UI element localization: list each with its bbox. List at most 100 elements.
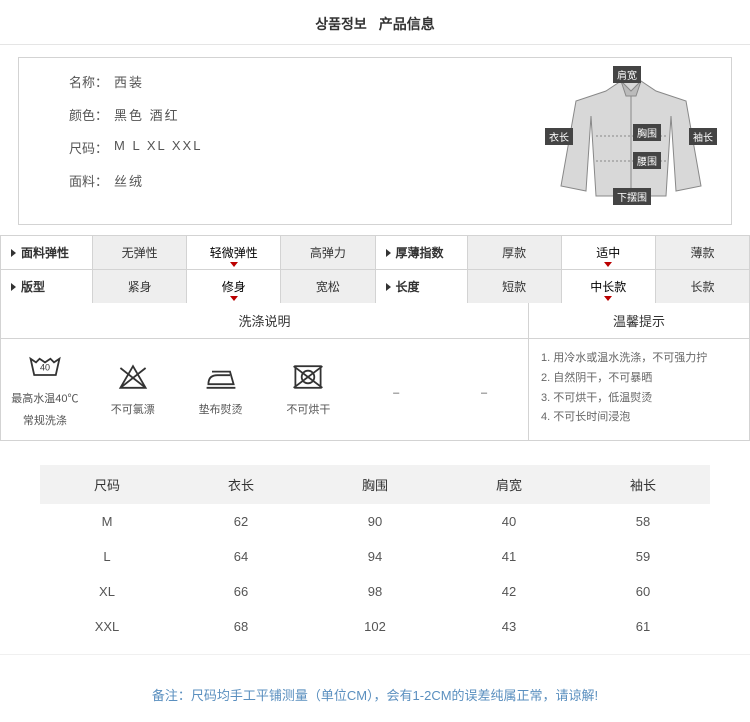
wash-icons-row: 40 最高水温40℃ 常规洗涤 不可氯漂 垫布熨烫 不可烘干 – – <box>1 339 528 440</box>
tag-chest: 胸围 <box>633 124 661 141</box>
attr-opt: 薄款 <box>656 236 750 269</box>
label-color: 颜色： <box>69 105 108 124</box>
table-cell: 90 <box>308 514 442 529</box>
table-header-cell: 肩宽 <box>442 475 576 494</box>
table-cell: M <box>40 514 174 529</box>
table-cell: 43 <box>442 619 576 634</box>
attr-opt: 中长款 <box>562 270 656 303</box>
tag-length: 衣长 <box>545 128 573 145</box>
table-cell: 40 <box>442 514 576 529</box>
tips-section: 温馨提示 1. 用冷水或温水洗涤，不可强力拧2. 自然阴干，不可暴晒3. 不可烘… <box>529 303 749 440</box>
value-fabric: 丝绒 <box>114 171 144 190</box>
basic-info-box: 名称： 西装 颜色： 黑色 酒红 尺码： M L XL XXL 面料： 丝绒 <box>18 57 732 225</box>
table-cell: 41 <box>442 549 576 564</box>
attr-opt: 高弹力 <box>281 236 375 269</box>
attr-opt: 短款 <box>468 270 562 303</box>
title-kr: 상품정보 <box>315 16 367 32</box>
wash-label: 最高水温40℃ <box>11 390 78 406</box>
wash-label: 不可烘干 <box>286 401 330 417</box>
wash40-icon: 40 <box>27 351 63 384</box>
wash-tips-row: 洗涤说明 40 最高水温40℃ 常规洗涤 不可氯漂 垫布熨烫 不可烘干 – – 温馨提示 1.… <box>0 303 750 441</box>
attr-opt: 轻微弹性 <box>187 236 281 269</box>
wash-item: – <box>440 339 528 440</box>
tips-list: 1. 用冷水或温水洗涤，不可强力拧2. 自然阴干，不可暴晒3. 不可烘干，低温熨… <box>529 339 749 438</box>
tag-waist: 腰围 <box>633 152 661 169</box>
table-cell: 59 <box>576 549 710 564</box>
title-cn: 产品信息 <box>379 16 435 32</box>
label-fabric: 面料： <box>69 171 108 190</box>
tip-line: 1. 用冷水或温水洗涤，不可强力拧 <box>541 349 737 369</box>
table-header-cell: 胸围 <box>308 475 442 494</box>
wash-item: 垫布熨烫 <box>177 339 265 440</box>
label-name: 名称： <box>69 72 108 91</box>
attr-head-length: 长度 <box>376 270 468 303</box>
footnote: 备注：尺码均手工平铺测量（单位CM），会有1-2CM的误差纯属正常，请谅解! <box>0 654 750 722</box>
table-cell: 61 <box>576 619 710 634</box>
info-row-name: 名称： 西装 <box>69 72 531 91</box>
attr-opt: 适中 <box>562 236 656 269</box>
table-cell: 42 <box>442 584 576 599</box>
table-header-row: 尺码衣长胸围肩宽袖长 <box>40 465 710 504</box>
info-row-color: 颜色： 黑色 酒红 <box>69 105 531 124</box>
table-cell: XL <box>40 584 174 599</box>
table-row: L64944159 <box>40 539 710 574</box>
tag-hem: 下摆围 <box>613 188 651 205</box>
table-cell: 58 <box>576 514 710 529</box>
attr-opt: 长款 <box>656 270 750 303</box>
table-cell: XXL <box>40 619 174 634</box>
measurement-diagram: 肩宽 衣长 胸围 腰围 下摆围 袖长 <box>531 58 731 224</box>
tag-sleeve: 袖长 <box>689 128 717 145</box>
attr-opt: 无弹性 <box>93 236 187 269</box>
table-header-cell: 衣长 <box>174 475 308 494</box>
wash-section: 洗涤说明 40 最高水温40℃ 常规洗涤 不可氯漂 垫布熨烫 不可烘干 – – <box>1 303 529 440</box>
attr-opt: 宽松 <box>281 270 375 303</box>
table-cell: L <box>40 549 174 564</box>
table-cell: 98 <box>308 584 442 599</box>
table-row: M62904058 <box>40 504 710 539</box>
tag-shoulder: 肩宽 <box>613 66 641 83</box>
tip-line: 4. 不可长时间浸泡 <box>541 408 737 428</box>
wash-item: 40 最高水温40℃ 常规洗涤 <box>1 339 89 440</box>
label-size: 尺码： <box>69 138 108 157</box>
value-color: 黑色 酒红 <box>114 105 180 124</box>
table-cell: 68 <box>174 619 308 634</box>
nobleach-icon <box>115 362 151 395</box>
attr-opt: 紧身 <box>93 270 187 303</box>
table-row: XL66984260 <box>40 574 710 609</box>
value-name: 西装 <box>114 72 144 91</box>
table-header-cell: 尺码 <box>40 475 174 494</box>
wash-label: 不可氯漂 <box>111 401 155 417</box>
notumble-icon <box>290 362 326 395</box>
table-cell: 94 <box>308 549 442 564</box>
attr-opt: 厚款 <box>468 236 562 269</box>
table-header-cell: 袖长 <box>576 475 710 494</box>
page-title: 상품정보 产品信息 <box>0 0 750 45</box>
tip-line: 3. 不可烘干，低温熨烫 <box>541 389 737 409</box>
attr-head-fit: 版型 <box>1 270 93 303</box>
wash-label: – <box>393 387 399 399</box>
size-table: 尺码衣长胸围肩宽袖长M62904058L64944159XL66984260XX… <box>40 465 710 644</box>
info-row-fabric: 面料： 丝绒 <box>69 171 531 190</box>
table-cell: 60 <box>576 584 710 599</box>
wash-item: – <box>352 339 440 440</box>
wash-label2: 常规洗涤 <box>23 412 67 428</box>
svg-text:40: 40 <box>40 363 50 373</box>
table-row: XXL681024361 <box>40 609 710 644</box>
wash-label: – <box>481 387 487 399</box>
tip-line: 2. 自然阴干，不可暴晒 <box>541 369 737 389</box>
table-cell: 62 <box>174 514 308 529</box>
info-row-size: 尺码： M L XL XXL <box>69 138 531 157</box>
table-cell: 64 <box>174 549 308 564</box>
table-cell: 102 <box>308 619 442 634</box>
wash-label: 垫布熨烫 <box>199 401 243 417</box>
wash-title: 洗涤说明 <box>1 303 528 339</box>
attr-head-thickness: 厚薄指数 <box>376 236 468 269</box>
iron-icon <box>203 362 239 395</box>
tips-title: 温馨提示 <box>529 303 749 339</box>
attr-strip-fit: 版型 紧身 修身 宽松 长度 短款 中长款 长款 <box>0 269 750 303</box>
attr-strip-elasticity: 面料弹性 无弹性 轻微弹性 高弹力 厚薄指数 厚款 适中 薄款 <box>0 235 750 269</box>
value-size: M L XL XXL <box>114 138 202 157</box>
wash-item: 不可氯漂 <box>89 339 177 440</box>
product-info-card: 상품정보 产品信息 名称： 西装 颜色： 黑色 酒红 尺码： M L XL XX… <box>0 0 750 722</box>
table-cell: 66 <box>174 584 308 599</box>
